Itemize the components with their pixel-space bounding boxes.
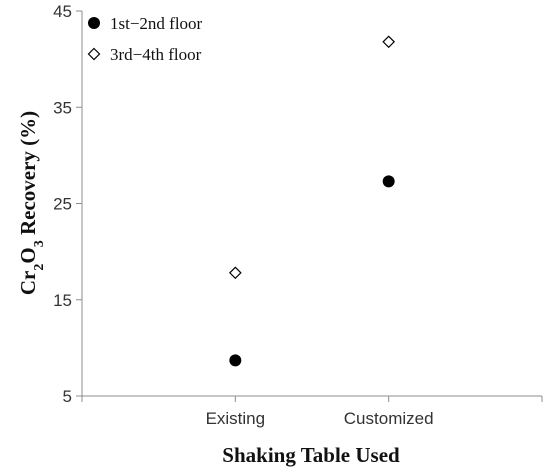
plot-area: 5 15 25 35 45 Existing Customized xyxy=(53,2,543,428)
legend-marker-circle xyxy=(88,17,100,29)
x-tick-label: Customized xyxy=(344,409,434,428)
y-axis-title-prefix: Cr xyxy=(16,271,40,296)
y-axis-title-sub1: 2 xyxy=(32,264,47,271)
x-axis-title: Shaking Table Used xyxy=(222,443,400,467)
y-tick-label: 45 xyxy=(53,2,72,21)
y-tick-label: 35 xyxy=(53,98,72,117)
data-point-circle xyxy=(229,354,242,367)
data-point-diamond xyxy=(228,266,242,280)
data-point-circle xyxy=(382,175,395,188)
y-axis-title-mid: O xyxy=(16,247,40,263)
y-axis-title-sub2: 3 xyxy=(32,240,47,247)
y-axis-title: Cr2O3 Recovery (%) xyxy=(16,111,47,295)
y-axis-title-suffix: Recovery (%) xyxy=(16,111,40,240)
y-tick-label: 5 xyxy=(63,387,72,406)
y-tick-label: 15 xyxy=(53,291,72,310)
x-tick-label: Existing xyxy=(206,409,266,428)
legend-label: 3rd−4th floor xyxy=(110,45,202,64)
legend-marker-diamond xyxy=(87,47,101,61)
legend: 1st−2nd floor 3rd−4th floor xyxy=(87,14,203,64)
y-tick-label: 25 xyxy=(53,195,72,214)
legend-label: 1st−2nd floor xyxy=(110,14,203,33)
data-point-diamond xyxy=(382,35,396,49)
